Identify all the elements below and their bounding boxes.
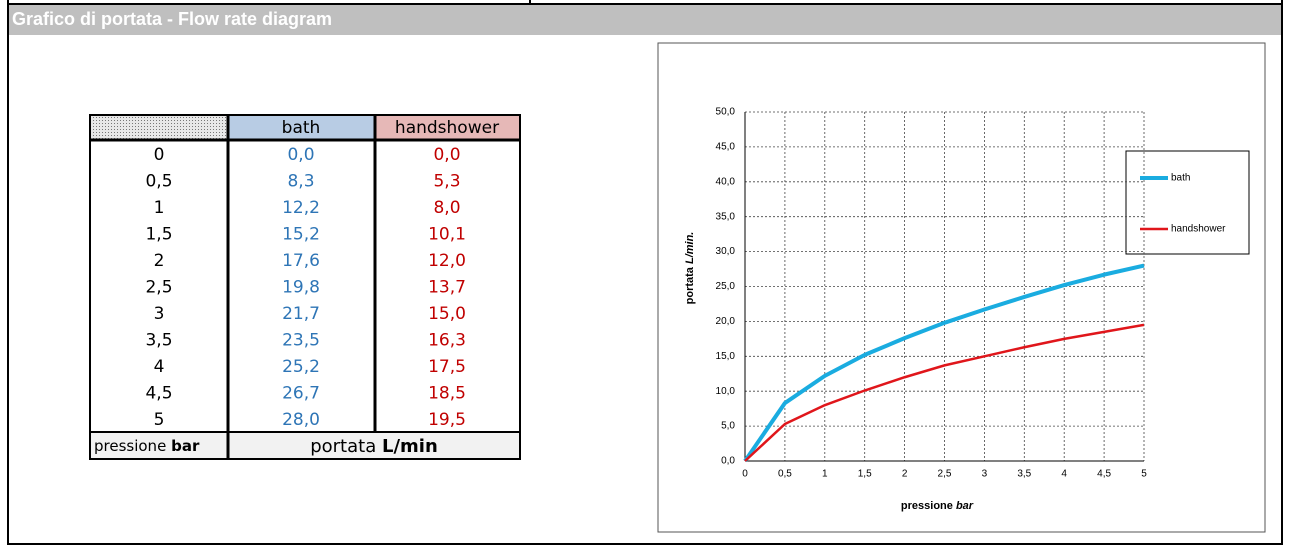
legend-label: bath	[1171, 173, 1190, 184]
x-tick-label: 3,5	[1017, 469, 1031, 480]
y-tick-label: 35,0	[716, 211, 736, 222]
x-tick-label: 2	[902, 469, 908, 480]
flow-cell: 17,5	[428, 357, 466, 377]
pressure-cell: 3,5	[145, 331, 172, 351]
flow-label: portata	[310, 436, 376, 457]
flow-cell: 23,5	[282, 331, 320, 351]
chart: pressione bar portata L/min. 0,0 5,0 10,0 1…	[684, 107, 1250, 512]
x-tick-label: 3	[982, 469, 988, 480]
y-tick-label: 45,0	[716, 142, 736, 153]
flow-cell: 12,2	[282, 198, 320, 218]
flow-cell: 16,3	[428, 331, 466, 351]
y-tick-label: 5,0	[721, 421, 735, 432]
pressure-cell: 1,5	[145, 225, 172, 245]
bath-header-cell	[228, 115, 375, 140]
column-header: handshower	[395, 118, 499, 138]
y-label: portata	[684, 266, 696, 304]
flow-cell: 8,3	[287, 172, 314, 192]
series-line	[744, 323, 1145, 462]
table-border	[89, 114, 521, 460]
pressure-unit: bar	[171, 437, 200, 455]
pressure-cell: 3	[154, 304, 165, 324]
flow-cell: 19,5	[428, 410, 466, 430]
column-header: bath	[282, 118, 321, 138]
y-tick-label: 40,0	[716, 176, 736, 187]
x-label: pressione	[901, 500, 953, 512]
y-tick-label: 15,0	[716, 351, 736, 362]
flow-cell: 26,7	[282, 384, 320, 404]
flow-cell: 13,7	[428, 278, 466, 298]
y-tick-label: 0,0	[721, 456, 735, 467]
footer-pressure: pressione bar	[94, 437, 200, 455]
flow-cell: 18,5	[428, 384, 466, 404]
x-tick-label: 5	[1141, 469, 1147, 480]
legend-box	[1125, 150, 1250, 255]
x-tick-label: 0,5	[778, 469, 792, 480]
pressure-cell: 5	[154, 410, 165, 430]
y-tick-label: 50,0	[716, 107, 736, 118]
chart-frame	[657, 42, 1266, 533]
legend-label: handshower	[1171, 224, 1226, 235]
pressure-cell: 2	[154, 251, 165, 271]
flow-unit: L/min	[382, 436, 438, 457]
header-bar	[8, 5, 1282, 35]
flow-cell: 5,3	[433, 172, 460, 192]
pressure-cell: 0,5	[145, 172, 172, 192]
pressure-label: pressione	[94, 437, 166, 455]
footer-row	[90, 432, 520, 459]
handshower-header-cell	[375, 115, 520, 140]
y-tick-label: 25,0	[716, 281, 736, 292]
x-tick-label: 4,5	[1097, 469, 1111, 480]
x-tick-label: 1,5	[858, 469, 872, 480]
x-tick-label: 4	[1061, 469, 1067, 480]
y-axis-label: portata L/min.	[684, 232, 696, 305]
pressure-cell: 4,5	[145, 384, 172, 404]
pressure-cell: 0	[154, 145, 165, 165]
flow-cell: 21,7	[282, 304, 320, 324]
flow-cell: 17,6	[282, 251, 320, 271]
flow-cell: 15,2	[282, 225, 320, 245]
flow-cell: 8,0	[433, 198, 460, 218]
y-tick-label: 10,0	[716, 386, 736, 397]
y-unit: L/min.	[684, 232, 696, 264]
flow-cell: 0,0	[433, 145, 460, 165]
flow-cell: 25,2	[282, 357, 320, 377]
series-line	[743, 263, 1145, 463]
pressure-cell: 2,5	[145, 278, 172, 298]
flow-cell: 10,1	[428, 225, 466, 245]
x-tick-label: 1	[822, 469, 828, 480]
x-tick-label: 2,5	[938, 469, 952, 480]
corner-cell	[90, 115, 228, 140]
x-unit: bar	[956, 500, 974, 512]
flow-cell: 15,0	[428, 304, 466, 324]
flow-cell: 0,0	[287, 145, 314, 165]
y-tick-label: 30,0	[716, 246, 736, 257]
footer-flow: portata L/min	[310, 436, 438, 457]
y-tick-label: 20,0	[716, 316, 736, 327]
flow-cell: 19,8	[282, 278, 320, 298]
x-tick-label: 0	[742, 469, 748, 480]
x-axis-label: pressione bar	[901, 500, 974, 512]
pressure-cell: 1	[154, 198, 165, 218]
pressure-cell: 4	[154, 357, 165, 377]
flow-cell: 12,0	[428, 251, 466, 271]
header-title: Grafico di portata - Flow rate diagram	[12, 9, 332, 29]
flow-cell: 28,0	[282, 410, 320, 430]
flow-table: bath handshower pressione bar portata L/…	[89, 114, 521, 460]
